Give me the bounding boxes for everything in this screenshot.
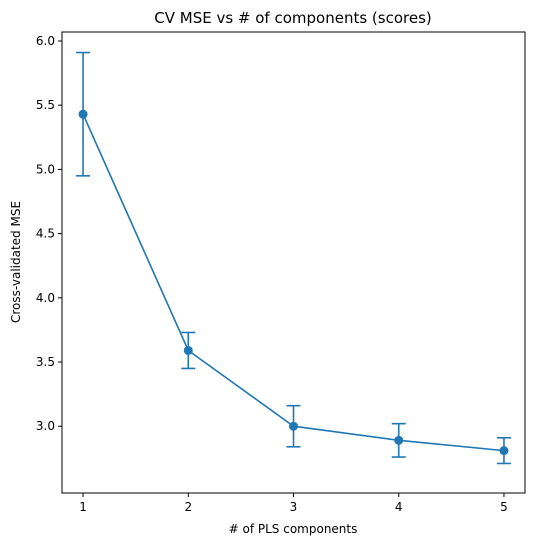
data-point: [394, 435, 404, 445]
chart-title: CV MSE vs # of components (scores): [154, 9, 432, 27]
data-point: [499, 446, 509, 456]
series-line: [82, 113, 505, 452]
y-tick-label: 6.0: [36, 34, 55, 48]
data-point: [78, 109, 88, 119]
y-tick-label: 4.5: [36, 227, 55, 241]
y-axis: 3.0 3.5 4.0 4.5 5.0 5.5 6.0: [36, 34, 62, 433]
series-markers: [78, 109, 509, 456]
x-tick-label: 4: [395, 500, 403, 514]
y-axis-label: Cross-validated MSE: [9, 201, 23, 323]
y-tick-label: 5.0: [36, 162, 55, 176]
x-tick-label: 5: [500, 500, 508, 514]
data-point: [289, 421, 298, 431]
x-axis-label: # of PLS components: [229, 522, 358, 536]
y-tick-label: 3.0: [36, 419, 55, 433]
x-axis: 1 2 3 4 5: [79, 493, 508, 514]
data-point: [183, 345, 193, 355]
error-bars: [76, 51, 511, 465]
x-tick-label: 1: [79, 500, 87, 514]
y-tick-label: 5.5: [36, 98, 55, 112]
x-tick-label: 3: [290, 500, 298, 514]
y-tick-label: 3.5: [36, 355, 55, 369]
x-tick-label: 2: [184, 500, 192, 514]
y-tick-label: 4.0: [36, 291, 55, 305]
